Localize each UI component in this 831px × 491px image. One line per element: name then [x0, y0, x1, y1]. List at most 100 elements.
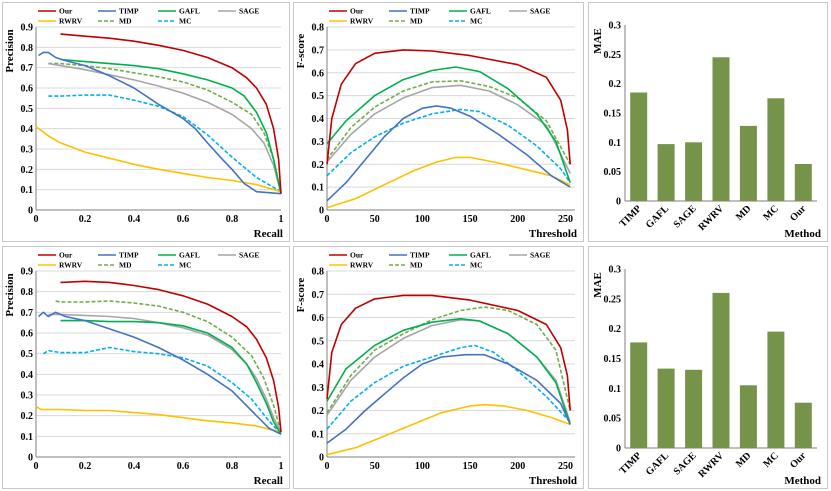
x-tick-label: 0.6	[177, 214, 190, 225]
bar-our	[794, 164, 812, 201]
x-tick-label: 0.6	[177, 461, 190, 472]
legend-label-our: Our	[59, 7, 73, 16]
series-line-sage	[326, 319, 571, 423]
series-line-gafl	[326, 66, 571, 183]
legend-label-sage: SAGE	[530, 251, 550, 260]
x-tick-label: 50	[370, 214, 380, 225]
series-line-our	[60, 33, 282, 194]
series-line-timp	[326, 105, 571, 202]
bar-sage	[685, 369, 703, 448]
series-line-rwrv	[35, 405, 282, 433]
x-axis-label: Method	[784, 475, 821, 487]
bar-rwrv	[712, 57, 730, 201]
y-tick-label: 0.9	[21, 267, 34, 278]
x-tick-label: 0	[325, 461, 330, 472]
mae-chart-bottom: 0 0.05 0.1 0.15 0.2 0.25 0.3 TIMP GAFL SAGE RWRV MD…	[588, 246, 828, 489]
x-tick-label: MC	[761, 450, 781, 470]
series-line-our	[326, 49, 571, 165]
x-tick-label: 50	[370, 461, 380, 472]
y-tick-label: 0.1	[312, 183, 325, 194]
bar-gafl	[657, 368, 675, 448]
series-line-md	[55, 300, 282, 433]
legend-label-timp: TIMP	[410, 7, 430, 16]
x-tick-label: GAFL	[644, 203, 672, 231]
x-tick-label: 0.4	[128, 214, 141, 225]
bar-md	[739, 125, 757, 201]
bar-gafl	[657, 144, 675, 201]
y-tick-label: 0.6	[312, 68, 325, 79]
y-tick-label: 0.5	[312, 91, 325, 102]
legend-label-rwrv: RWRV	[350, 261, 374, 270]
series-line-sage	[48, 313, 282, 433]
y-tick-label: 0.2	[312, 406, 325, 417]
series-line-timp	[38, 51, 282, 195]
y-tick-label: 0.1	[312, 429, 325, 440]
x-tick-label: 200	[510, 214, 525, 225]
legend-label-timp: TIMP	[410, 251, 430, 260]
x-axis-label: Threshold	[529, 228, 577, 240]
y-tick-label: 0.4	[312, 114, 325, 125]
series-line-our	[326, 294, 571, 411]
x-tick-label: MD	[734, 203, 754, 223]
legend-label-mc: MC	[179, 17, 192, 26]
y-tick-label: 0.5	[21, 104, 34, 115]
series-line-mc	[48, 94, 282, 193]
mae-chart-top: 0 0.05 0.1 0.15 0.2 0.25 0.3 TIMP GAFL SAGE RWRV MD…	[588, 2, 828, 242]
x-tick-label: 0	[34, 461, 39, 472]
series-line-gafl	[60, 319, 282, 435]
legend-label-our: Our	[350, 7, 364, 16]
legend-label-mc: MC	[179, 261, 192, 270]
y-tick-label: 0.15	[604, 354, 622, 365]
series-line-gafl	[326, 317, 571, 425]
y-tick-label: 0	[28, 206, 33, 217]
x-tick-label: 200	[510, 461, 525, 472]
y-axis-label: F-score	[295, 34, 307, 69]
x-tick-label: 0	[34, 214, 39, 225]
y-tick-label: 0.7	[312, 45, 325, 56]
x-tick-label: TIMP	[618, 203, 644, 229]
precision-recall-chart-bottom: 0 0.1 0.2 0.3 0.4 0.5 0.6 0.7 0.8 0.9 0 0.2 0.4 0.6 0.…	[2, 246, 290, 489]
y-axis-label: MAE	[592, 272, 604, 298]
x-tick-label: 0.4	[128, 461, 141, 472]
legend-label-md: MD	[119, 17, 132, 26]
x-axis-label: Threshold	[529, 475, 577, 487]
bar-timp	[630, 92, 648, 201]
y-tick-label: 0.25	[604, 50, 622, 61]
fscore-chart-bottom: 0 0.1 0.2 0.3 0.4 0.5 0.6 0.7 0.8 0 50 100 150 200 250…	[293, 246, 584, 489]
bar-md	[739, 385, 757, 448]
y-tick-label: 0	[319, 453, 324, 464]
y-tick-label: 0.8	[21, 287, 34, 298]
legend-label-mc: MC	[470, 261, 483, 270]
series-line-sage	[326, 84, 571, 174]
y-tick-label: 0.4	[21, 370, 34, 381]
legend-label-gafl: GAFL	[179, 7, 200, 16]
y-tick-label: 0.3	[609, 21, 622, 32]
y-tick-label: 0	[319, 206, 324, 217]
y-tick-label: 0.8	[312, 267, 325, 278]
x-axis-label: Recall	[254, 475, 283, 487]
x-tick-label: RWRV	[696, 203, 726, 233]
bar-rwrv	[712, 292, 730, 448]
legend-label-rwrv: RWRV	[350, 17, 374, 26]
y-tick-label: 0.1	[609, 138, 622, 149]
y-axis-label: Precision	[4, 29, 16, 72]
fscore-chart-top: 0 0.1 0.2 0.3 0.4 0.5 0.6 0.7 0.8 0 50 100 150 200 250…	[293, 2, 584, 242]
series-line-our	[60, 280, 282, 433]
series-line-rwrv	[326, 403, 571, 456]
y-tick-label: 0.8	[21, 43, 34, 54]
x-tick-label: TIMP	[618, 450, 644, 476]
series-line-rwrv	[35, 125, 282, 193]
y-tick-label: 0.2	[21, 411, 34, 422]
x-tick-label: SAGE	[672, 203, 699, 230]
y-tick-label: 0.2	[609, 79, 622, 90]
y-tick-label: 0.1	[21, 185, 34, 196]
y-tick-label: 0.6	[21, 329, 34, 340]
series-line-timp	[37, 311, 282, 436]
y-axis-label: F-score	[295, 278, 307, 313]
series-line-gafl	[60, 58, 282, 194]
y-tick-label: 0.2	[609, 324, 622, 335]
x-tick-label: 1	[279, 214, 284, 225]
precision-recall-chart-top: 0 0.1 0.2 0.3 0.4 0.5 0.6 0.7 0.8 0.9 0 0.2 0.4 0.6 0.…	[2, 2, 290, 242]
bar-mc	[767, 98, 785, 201]
x-tick-label: 250	[558, 214, 573, 225]
